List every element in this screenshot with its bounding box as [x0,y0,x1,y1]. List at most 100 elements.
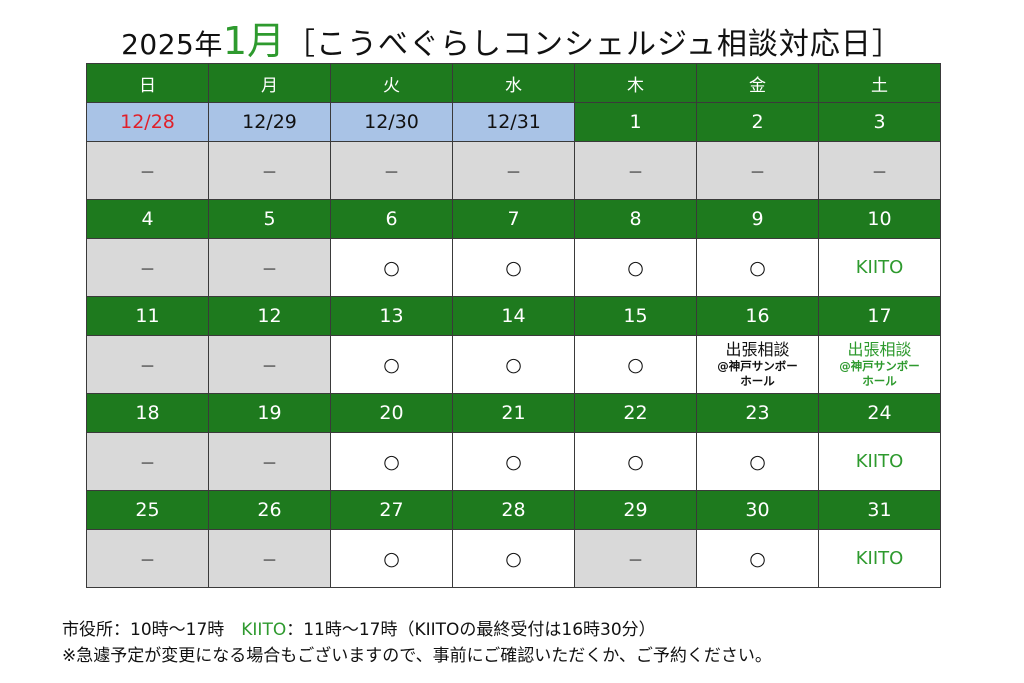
date-cell: 11 [86,296,209,336]
date-row: 11 12 13 14 15 16 17 [86,296,941,336]
date-row: 18 19 20 21 22 23 24 [86,393,941,433]
kiito-hours: ：11時～17時（KIITOの最終受付は16時30分） [286,620,656,640]
weekday-header-row: 日 月 火 水 木 金 土 [86,63,941,103]
date-cell: 30 [696,490,819,530]
status-row: － － ○ ○ ○ ○ KIITO [86,238,941,297]
date-cell: 19 [208,393,331,433]
date-cell: 8 [574,199,697,239]
status-cell-outreach: 出張相談 @神戸サンボー ホール [696,335,819,394]
date-cell: 28 [452,490,575,530]
status-row: － － ○ ○ ○ 出張相談 @神戸サンボー ホール 出張相談 @神戸サンボー … [86,335,941,394]
date-cell: 18 [86,393,209,433]
weekday-fri: 金 [696,63,819,103]
city-hall-hours: 市役所：10時～17時 [62,620,225,640]
status-cell-open: ○ [574,238,697,297]
status-cell-open: ○ [696,238,819,297]
status-row: － － － － － － － [86,141,941,200]
status-cell-open: ○ [330,238,453,297]
hours-line: 市役所：10時～17時 KIITO：11時～17時（KIITOの最終受付は16時… [62,617,772,643]
date-cell: 17 [818,296,941,336]
event-venue-line1: @神戸サンボー [839,358,920,373]
status-cell-open: ○ [574,335,697,394]
status-cell-open: ○ [574,432,697,491]
date-cell: 25 [86,490,209,530]
date-row: 25 26 27 28 29 30 31 [86,490,941,530]
date-cell: 3 [818,102,941,142]
status-cell-closed: － [86,335,209,394]
date-cell: 12/31 [452,102,575,142]
status-cell-open: ○ [696,529,819,588]
status-cell-closed: － [208,529,331,588]
status-cell-closed: － [574,141,697,200]
status-row: － － ○ ○ － ○ KIITO [86,529,941,588]
disclaimer-line: ※急遽予定が変更になる場合もございますので、事前にご確認いただくか、ご予約くださ… [62,646,772,666]
date-cell: 2 [696,102,819,142]
status-cell-open: ○ [452,238,575,297]
date-cell: 23 [696,393,819,433]
date-cell: 5 [208,199,331,239]
date-cell: 31 [818,490,941,530]
footer-notes: 市役所：10時～17時 KIITO：11時～17時（KIITOの最終受付は16時… [62,617,772,669]
date-cell: 10 [818,199,941,239]
status-cell-closed: － [86,529,209,588]
status-cell-closed: － [86,432,209,491]
date-cell: 12/28 [86,102,209,142]
title-subtitle: ［こうべぐらしコンシェルジュ相談対応日］ [285,27,903,62]
status-cell-closed: － [208,432,331,491]
weekday-sun: 日 [86,63,209,103]
status-cell-open: ○ [330,529,453,588]
date-cell: 16 [696,296,819,336]
date-cell: 24 [818,393,941,433]
calendar-table: 日 月 火 水 木 金 土 12/28 12/29 12/30 12/31 1 … [86,63,941,588]
date-cell: 29 [574,490,697,530]
status-cell-closed: － [86,238,209,297]
date-cell: 12 [208,296,331,336]
status-cell-closed: － [208,141,331,200]
event-title: 出張相談 [847,339,912,359]
status-cell-closed: － [574,529,697,588]
status-cell-kiito: KIITO [818,432,941,491]
status-row: － － ○ ○ ○ ○ KIITO [86,432,941,491]
weekday-mon: 月 [208,63,331,103]
date-cell: 26 [208,490,331,530]
date-cell: 21 [452,393,575,433]
date-cell: 6 [330,199,453,239]
weekday-thu: 木 [574,63,697,103]
status-cell-closed: － [208,335,331,394]
date-cell: 12/30 [330,102,453,142]
weekday-wed: 水 [452,63,575,103]
status-cell-closed: － [86,141,209,200]
date-cell: 1 [574,102,697,142]
kiito-label: KIITO [241,620,287,640]
page-title: 2025年1月［こうべぐらしコンシェルジュ相談対応日］ [0,10,1024,65]
date-cell: 12/29 [208,102,331,142]
date-cell: 14 [452,296,575,336]
event-title: 出張相談 [725,339,790,359]
date-row: 12/28 12/29 12/30 12/31 1 2 3 [86,102,941,142]
date-cell: 22 [574,393,697,433]
status-cell-closed: － [696,141,819,200]
status-cell-open: ○ [452,529,575,588]
event-venue-line1: @神戸サンボー [717,358,798,373]
status-cell-closed: － [818,141,941,200]
status-cell-closed: － [452,141,575,200]
title-month: 1月 [222,19,286,63]
date-cell: 13 [330,296,453,336]
event-venue-line2: ホール [740,373,775,388]
date-cell: 27 [330,490,453,530]
status-cell-closed: － [208,238,331,297]
weekday-tue: 火 [330,63,453,103]
status-cell-open: ○ [452,335,575,394]
date-row: 4 5 6 7 8 9 10 [86,199,941,239]
status-cell-open: ○ [452,432,575,491]
status-cell-open: ○ [330,335,453,394]
status-cell-kiito: KIITO [818,529,941,588]
status-cell-closed: － [330,141,453,200]
date-cell: 15 [574,296,697,336]
date-cell: 20 [330,393,453,433]
status-cell-open: ○ [696,432,819,491]
date-cell: 9 [696,199,819,239]
event-venue-line2: ホール [862,373,897,388]
title-year: 2025年 [121,28,223,61]
date-cell: 4 [86,199,209,239]
